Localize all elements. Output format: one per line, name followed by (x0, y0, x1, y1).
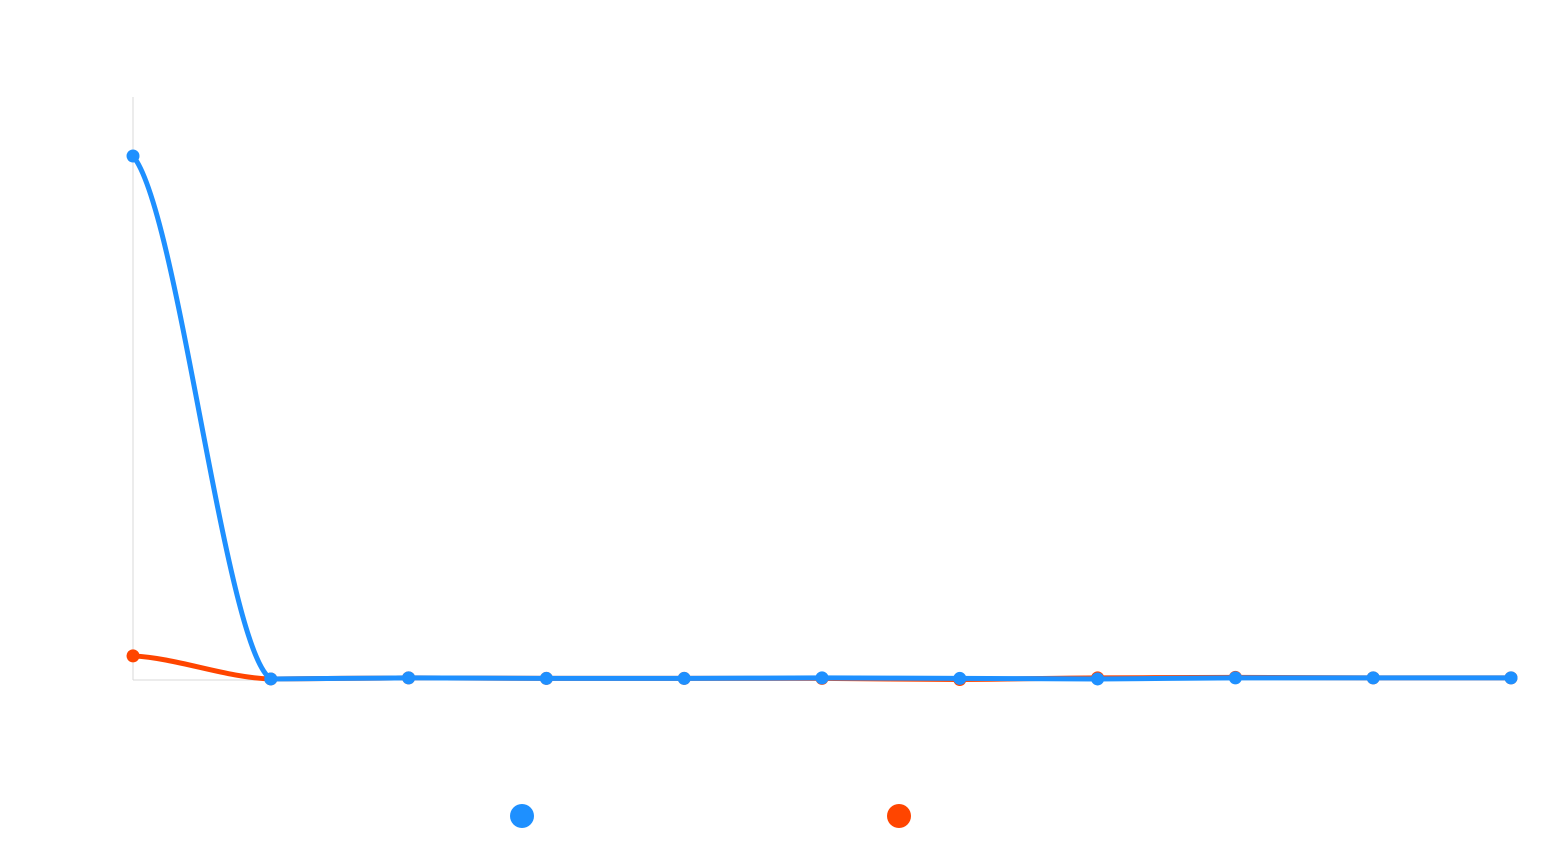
legend-item-2[interactable] (887, 804, 911, 828)
axes (132, 97, 1511, 681)
data-point[interactable] (264, 672, 278, 686)
data-point[interactable] (126, 649, 140, 663)
data-point[interactable] (677, 671, 691, 685)
series-1 (126, 149, 1518, 686)
legend-marker (510, 804, 534, 828)
legend (510, 804, 911, 828)
data-point[interactable] (1091, 672, 1105, 686)
data-point[interactable] (1228, 671, 1242, 685)
series-line (130, 153, 1514, 682)
data-point[interactable] (1366, 671, 1380, 685)
legend-item-1[interactable] (510, 804, 534, 828)
legend-marker (887, 804, 911, 828)
data-point[interactable] (402, 671, 416, 685)
data-point[interactable] (953, 671, 967, 685)
series-layer (126, 149, 1518, 686)
data-point[interactable] (1504, 671, 1518, 685)
data-point[interactable] (126, 149, 140, 163)
data-point[interactable] (815, 671, 829, 685)
data-point[interactable] (539, 671, 553, 685)
